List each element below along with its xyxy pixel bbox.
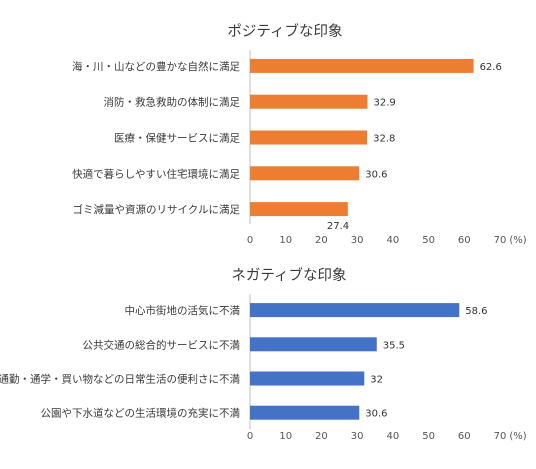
x-axis-unit: (%): [509, 431, 526, 442]
x-tick-label: 10: [279, 431, 292, 442]
category-label: ゴミ減量や資源のリサイクルに満足: [73, 203, 241, 216]
category-label: 公共交通の総合的サービスに不満: [83, 338, 241, 351]
x-tick-label: 60: [458, 431, 471, 442]
category-label: 中心市街地の活気に不満: [125, 304, 241, 317]
chart-title: ネガティブな印象: [231, 266, 346, 284]
x-tick-label: 50: [422, 235, 435, 246]
bar: [250, 371, 365, 386]
value-label: 30.6: [365, 169, 387, 180]
bar: [250, 58, 474, 73]
bar: [250, 405, 360, 420]
bar: [250, 130, 368, 145]
value-label: 62.6: [480, 62, 502, 73]
bar: [250, 202, 348, 217]
category-label: 医療・保健サービスに満足: [114, 132, 240, 145]
x-tick-label: 30: [351, 235, 364, 246]
x-tick-label: 40: [386, 235, 399, 246]
x-tick-label: 0: [247, 431, 253, 442]
category-label: 快適で暮らしやすい住宅環境に満足: [72, 167, 240, 180]
bar: [250, 337, 377, 352]
category-label: 海・川・山などの豊かな自然に満足: [72, 60, 240, 73]
value-label: 27.4: [327, 221, 349, 232]
value-label: 58.6: [465, 306, 487, 317]
value-label: 32: [370, 375, 383, 386]
chart-title: ポジティブな印象: [227, 22, 342, 40]
bar: [250, 166, 360, 181]
bar: [250, 303, 460, 318]
x-tick-label: 10: [279, 235, 292, 246]
category-label: 公園や下水道などの生活環境の充実に不満: [41, 407, 241, 420]
category-label: 消防・救急救助の体制に満足: [104, 96, 241, 109]
x-tick-label: 70: [494, 431, 507, 442]
x-tick-label: 20: [315, 235, 328, 246]
bar: [250, 94, 368, 109]
value-label: 35.5: [383, 340, 405, 351]
x-tick-label: 50: [422, 431, 435, 442]
value-label: 30.6: [365, 409, 387, 420]
x-tick-label: 60: [458, 235, 471, 246]
x-tick-label: 20: [315, 431, 328, 442]
x-tick-label: 40: [386, 431, 399, 442]
x-axis-unit: (%): [509, 235, 526, 246]
x-tick-label: 70: [494, 235, 507, 246]
value-label: 32.8: [373, 134, 395, 145]
value-label: 32.9: [374, 98, 396, 109]
category-label: 通勤・通学・買い物などの日常生活の便利さに不満: [0, 373, 240, 386]
x-tick-label: 30: [351, 431, 364, 442]
x-tick-label: 0: [247, 235, 253, 246]
